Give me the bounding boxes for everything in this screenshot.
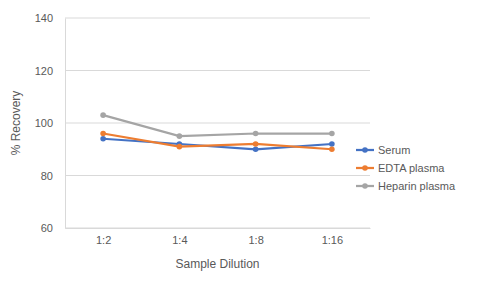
grid-line — [65, 70, 370, 71]
grid-line — [65, 123, 370, 124]
legend-item: EDTA plasma — [356, 162, 445, 174]
series-marker — [329, 141, 335, 147]
legend: Serum EDTA plasma Heparin plasma — [356, 144, 456, 192]
series-marker — [100, 131, 106, 137]
series-marker — [329, 146, 335, 152]
x-axis-line — [66, 228, 371, 229]
x-tick: 1:8 — [248, 228, 263, 246]
y-axis-title: % Recovery — [9, 91, 23, 156]
y-tick: 140 — [35, 12, 65, 24]
y-axis-line — [65, 19, 66, 229]
y-tick-label: 100 — [35, 117, 53, 129]
plot-area — [100, 112, 334, 152]
x-tick: 1:2 — [96, 228, 111, 246]
x-axis-title: Sample Dilution — [175, 257, 259, 271]
series-marker — [177, 144, 183, 150]
y-axis: 60 80 100 120 140 — [35, 12, 66, 234]
series-marker — [253, 131, 259, 137]
grid-line — [65, 175, 370, 176]
legend-label: Serum — [378, 144, 410, 156]
legend-label: Heparin plasma — [378, 180, 456, 192]
series-marker — [177, 133, 183, 139]
legend-marker — [362, 183, 368, 189]
y-tick-label: 120 — [35, 65, 53, 77]
series-marker — [329, 131, 335, 137]
x-tick-label: 1:2 — [96, 234, 111, 246]
series-marker — [253, 146, 259, 152]
x-tick-label: 1:4 — [172, 234, 187, 246]
series-line — [103, 115, 332, 136]
legend-item: Heparin plasma — [356, 180, 456, 192]
x-axis: 1:2 1:4 1:8 1:16 — [66, 228, 371, 246]
legend-item: Serum — [356, 144, 410, 156]
y-tick: 100 — [35, 117, 65, 129]
grid-line — [65, 228, 370, 229]
x-tick: 1:4 — [172, 228, 187, 246]
series-marker — [100, 136, 106, 142]
legend-label: EDTA plasma — [378, 162, 445, 174]
y-tick: 120 — [35, 65, 65, 77]
x-tick-label: 1:16 — [322, 234, 343, 246]
series-marker — [100, 112, 106, 118]
chart: 60 80 100 120 140 1:2 1:4 1:8 1:16 % Recovery Samp… — [0, 0, 480, 289]
y-tick-label: 60 — [41, 222, 53, 234]
x-tick: 1:16 — [322, 228, 343, 246]
y-tick: 60 — [41, 222, 65, 234]
y-tick: 80 — [41, 170, 65, 182]
legend-marker — [362, 165, 368, 171]
y-tick-label: 140 — [35, 12, 53, 24]
x-tick-label: 1:8 — [248, 234, 263, 246]
legend-marker — [362, 147, 368, 153]
series-marker — [253, 141, 259, 147]
grid — [65, 18, 370, 228]
grid-line — [65, 18, 370, 19]
y-tick-label: 80 — [41, 170, 53, 182]
